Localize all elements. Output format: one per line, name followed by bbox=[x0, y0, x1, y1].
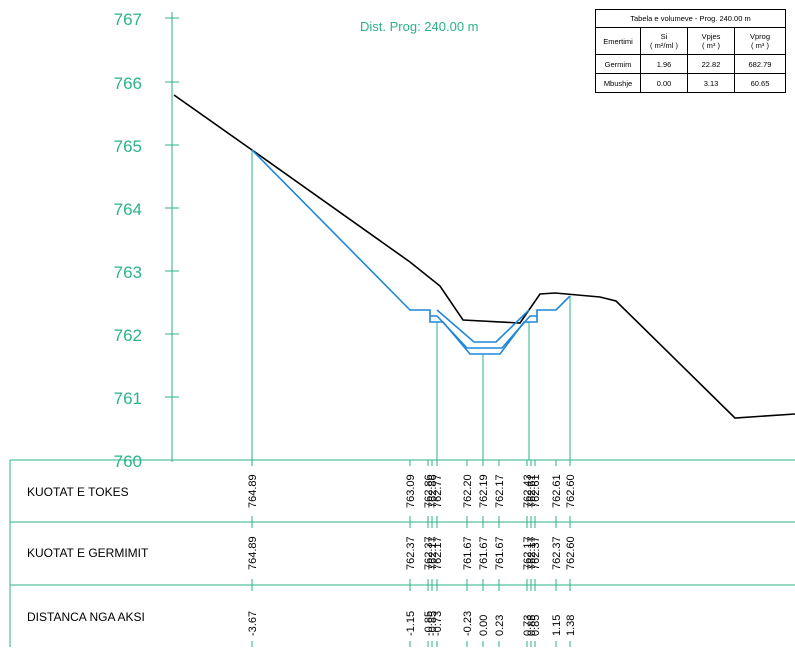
header-name: Vprog bbox=[749, 32, 770, 41]
design-outer-line bbox=[251, 149, 571, 355]
progressive-distance-label: Dist. Prog: 240.00 m bbox=[360, 19, 479, 34]
ground-line bbox=[173, 94, 795, 419]
band-value-tokes: 764.89 bbox=[247, 474, 259, 508]
band-value-germim: 762.37 bbox=[405, 536, 417, 570]
elevation-label: 763 bbox=[114, 263, 142, 282]
design-section bbox=[251, 149, 571, 355]
band-values: 764.89 764.89 -3.67 763.09 762.37 -1.15 762.86… bbox=[247, 474, 577, 636]
row-vprog: 60.65 bbox=[734, 73, 786, 93]
band-value-dist: 0.85 bbox=[526, 615, 538, 636]
band-value-dist: -1.15 bbox=[405, 611, 417, 636]
band-value-dist: -0.23 bbox=[462, 611, 474, 636]
band-value-dist: -0.85 bbox=[427, 611, 439, 636]
elevation-label: 760 bbox=[114, 452, 142, 471]
band-value-germim: 762.17 bbox=[427, 536, 439, 570]
band-label-kuotat-tokes: KUOTAT E TOKES bbox=[27, 485, 129, 499]
header-name: Si bbox=[660, 32, 668, 41]
volume-table-header: Vpjes( m³ ) bbox=[687, 27, 735, 55]
band-value-tokes: 762.60 bbox=[565, 474, 577, 508]
band-value-dist: 0.85 bbox=[530, 615, 542, 636]
header-unit: ( m³ ) bbox=[751, 41, 769, 50]
volume-table-caption: Tabela e volumeve - Prog. 240.00 m bbox=[595, 9, 786, 28]
row-vprog: 682.79 bbox=[734, 54, 786, 74]
header-name: Emertimi bbox=[603, 36, 633, 46]
band-value-dist: -0.85 bbox=[423, 611, 435, 636]
band-value-dist: -0.73 bbox=[432, 611, 444, 636]
volume-table: Tabela e volumeve - Prog. 240.00 m Emert… bbox=[595, 9, 786, 93]
elevation-label: 762 bbox=[114, 326, 142, 345]
design-middle-line bbox=[430, 315, 537, 349]
volume-table-header: Emertimi bbox=[595, 27, 641, 55]
row-si: 1.96 bbox=[640, 54, 688, 74]
band-value-germim: 762.17 bbox=[522, 536, 534, 570]
band-value-germim: 762.37 bbox=[530, 536, 542, 570]
band-value-dist: 1.38 bbox=[565, 615, 577, 636]
station-leaders bbox=[251, 150, 571, 460]
header-unit: ( m²/ml ) bbox=[650, 41, 678, 50]
table-row: Mbushje 0.00 3.13 60.65 bbox=[595, 73, 786, 93]
band-value-tokes: 762.61 bbox=[526, 474, 538, 508]
band-value-germim: 762.17 bbox=[526, 536, 538, 570]
band-value-tokes: 762.86 bbox=[423, 474, 435, 508]
elevation-label: 765 bbox=[114, 137, 142, 156]
band-label-kuotat-germimit: KUOTAT E GERMIMIT bbox=[27, 546, 149, 560]
elevation-label: 761 bbox=[114, 389, 142, 408]
band-value-tokes: 762.20 bbox=[462, 474, 474, 508]
row-name: Germim bbox=[595, 54, 641, 74]
band-label-distanca: DISTANCA NGA AKSI bbox=[27, 610, 145, 624]
design-inner-line bbox=[436, 309, 530, 343]
row-name: Mbushje bbox=[595, 73, 641, 93]
elevation-label: 766 bbox=[114, 74, 142, 93]
band-value-germim: 764.89 bbox=[247, 536, 259, 570]
band-value-tokes: 762.86 bbox=[427, 474, 439, 508]
band-value-tokes: 762.43 bbox=[522, 474, 534, 508]
band-grid bbox=[9, 459, 795, 647]
row-si: 0.00 bbox=[640, 73, 688, 93]
elevation-label: 764 bbox=[114, 200, 142, 219]
band-value-tokes: 762.19 bbox=[478, 474, 490, 508]
band-value-dist: 0.00 bbox=[478, 615, 490, 636]
elevation-scale: 767 766 765 764 763 762 761 760 bbox=[114, 10, 179, 471]
band-value-tokes: 762.61 bbox=[530, 474, 542, 508]
table-row: Germim 1.96 22.82 682.79 bbox=[595, 54, 786, 74]
band-value-dist: 0.23 bbox=[494, 615, 506, 636]
volume-table-header: Si( m²/ml ) bbox=[640, 27, 688, 55]
band-value-germim: 762.60 bbox=[565, 536, 577, 570]
elevation-label: 767 bbox=[114, 10, 142, 29]
band-value-germim: 762.17 bbox=[432, 536, 444, 570]
band-value-tokes: 762.77 bbox=[432, 474, 444, 508]
band-value-dist: -3.67 bbox=[247, 611, 259, 636]
band-value-dist: 1.15 bbox=[551, 615, 563, 636]
header-name: Vpjes bbox=[701, 32, 721, 41]
band-value-tokes: 763.09 bbox=[405, 474, 417, 508]
band-ticks bbox=[251, 460, 571, 647]
band-value-tokes: 762.17 bbox=[494, 474, 506, 508]
band-value-germim: 762.37 bbox=[423, 536, 435, 570]
band-value-germim: 762.37 bbox=[551, 536, 563, 570]
row-vpjes: 22.82 bbox=[687, 54, 735, 74]
band-value-tokes: 762.61 bbox=[551, 474, 563, 508]
header-unit: ( m³ ) bbox=[702, 41, 720, 50]
volume-table-header: Vprog( m³ ) bbox=[734, 27, 786, 55]
band-value-germim: 761.67 bbox=[494, 536, 506, 570]
band-value-germim: 761.67 bbox=[478, 536, 490, 570]
band-value-dist: 0.73 bbox=[522, 615, 534, 636]
band-value-germim: 761.67 bbox=[462, 536, 474, 570]
row-vpjes: 3.13 bbox=[687, 73, 735, 93]
